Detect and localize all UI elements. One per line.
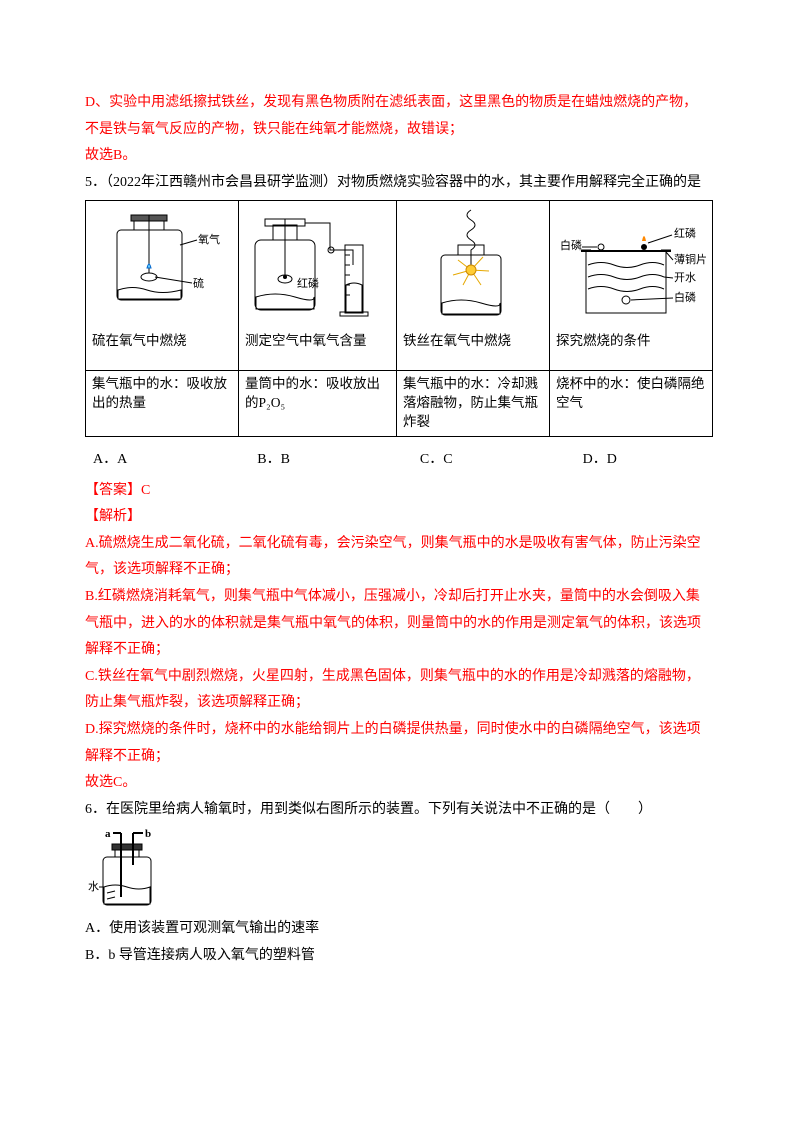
q5-option-b: B．B [257, 447, 290, 474]
q5-option-a: A．A [93, 447, 127, 474]
q6-figure: a b 水 [85, 827, 709, 912]
q5-explain-d: D.探究燃烧的条件时，烧杯中的水能给铜片上的白磷提供热量，同时使水中的白磷隔绝空… [85, 717, 709, 770]
q5-answer: 【答案】C [85, 478, 709, 505]
label-wp-bottom: 白磷 [674, 290, 696, 304]
table-row: 氧气 硫 硫在氧气中燃烧 [86, 201, 713, 371]
caption-b: 测定空气中氧气含量 [245, 332, 390, 351]
q6-option-a: A．使用该装置可观测氧气输出的速率 [85, 916, 709, 943]
q6-stem: 6．在医院里给病人输氧时，用到类似右图所示的装置。下列有关说法中不正确的是（ ） [85, 797, 709, 824]
q5-option-d: D．D [583, 447, 617, 474]
q5-stem: 5．（2022年江西赣州市会昌县研学监测）对物质燃烧实验容器中的水，其主要作用解… [85, 170, 709, 197]
cell-d-diagram: 白磷 红磷 薄铜片 开水 白磷 探 [550, 201, 713, 371]
label-wp-top: 白磷 [560, 238, 582, 252]
cell-a-diagram: 氧气 硫 硫在氧气中燃烧 [86, 201, 239, 371]
caption-a: 硫在氧气中燃烧 [92, 332, 232, 351]
diagram-air-o2: 红磷 [245, 205, 390, 330]
cell-c-diagram: 铁丝在氧气中燃烧 [397, 201, 550, 371]
label-hw: 开水 [674, 271, 696, 284]
table-row: 集气瓶中的水：吸收放出的热量 量筒中的水：吸收放出的P₂O₅ 集气瓶中的水：冷却… [86, 371, 713, 437]
diagram-combustion: 白磷 红磷 薄铜片 开水 白磷 [556, 205, 706, 330]
intro-d-para: D、实验中用滤纸擦拭铁丝，发现有黑色物质附在滤纸表面，这里黑色的物质是在蜡烛燃烧… [85, 90, 709, 143]
diagram-sulfur: 氧气 硫 [92, 205, 232, 330]
intro-end-para: 故选B。 [85, 143, 709, 170]
diagram-iron [403, 205, 543, 330]
label-p: 红磷 [297, 277, 319, 290]
q5-explain-label: 【解析】 [85, 504, 709, 531]
label-b: b [145, 828, 151, 840]
label-s: 硫 [193, 276, 204, 290]
cell-b-diagram: 红磷 测定空气中氧气含量 [239, 201, 397, 371]
label-rp: 红磷 [674, 227, 696, 240]
label-water: 水 [88, 880, 99, 893]
cell-b-desc: 量筒中的水：吸收放出的P₂O₅ [239, 371, 397, 437]
q5-table: 氧气 硫 硫在氧气中燃烧 [85, 200, 713, 437]
cell-d-desc: 烧杯中的水：使白磷隔绝空气 [550, 371, 713, 437]
label-o2: 氧气 [198, 232, 220, 246]
cell-a-desc: 集气瓶中的水：吸收放出的热量 [86, 371, 239, 437]
label-a: a [105, 828, 111, 840]
label-cu: 薄铜片 [674, 252, 706, 266]
q5-explain-c: C.铁丝在氧气中剧烈燃烧，火星四射，生成黑色固体，则集气瓶中的水的作用是冷却溅落… [85, 664, 709, 717]
q6-option-b: B．b 导管连接病人吸入氧气的塑料管 [85, 943, 709, 970]
q5-explain-b: B.红磷燃烧消耗氧气，则集气瓶中气体减小，压强减小，冷却后打开止水夹，量筒中的水… [85, 584, 709, 664]
caption-d: 探究燃烧的条件 [556, 332, 706, 351]
q5-options: A．A B．B C．C D．D [85, 447, 709, 474]
q5-explain-a: A.硫燃烧生成二氧化硫，二氧化硫有毒，会污染空气，则集气瓶中的水是吸收有害气体，… [85, 531, 709, 584]
cell-c-desc: 集气瓶中的水：冷却溅落熔融物，防止集气瓶炸裂 [397, 371, 550, 437]
q5-explain-end: 故选C。 [85, 770, 709, 797]
caption-c: 铁丝在氧气中燃烧 [403, 332, 543, 351]
q5-option-c: C．C [420, 447, 453, 474]
